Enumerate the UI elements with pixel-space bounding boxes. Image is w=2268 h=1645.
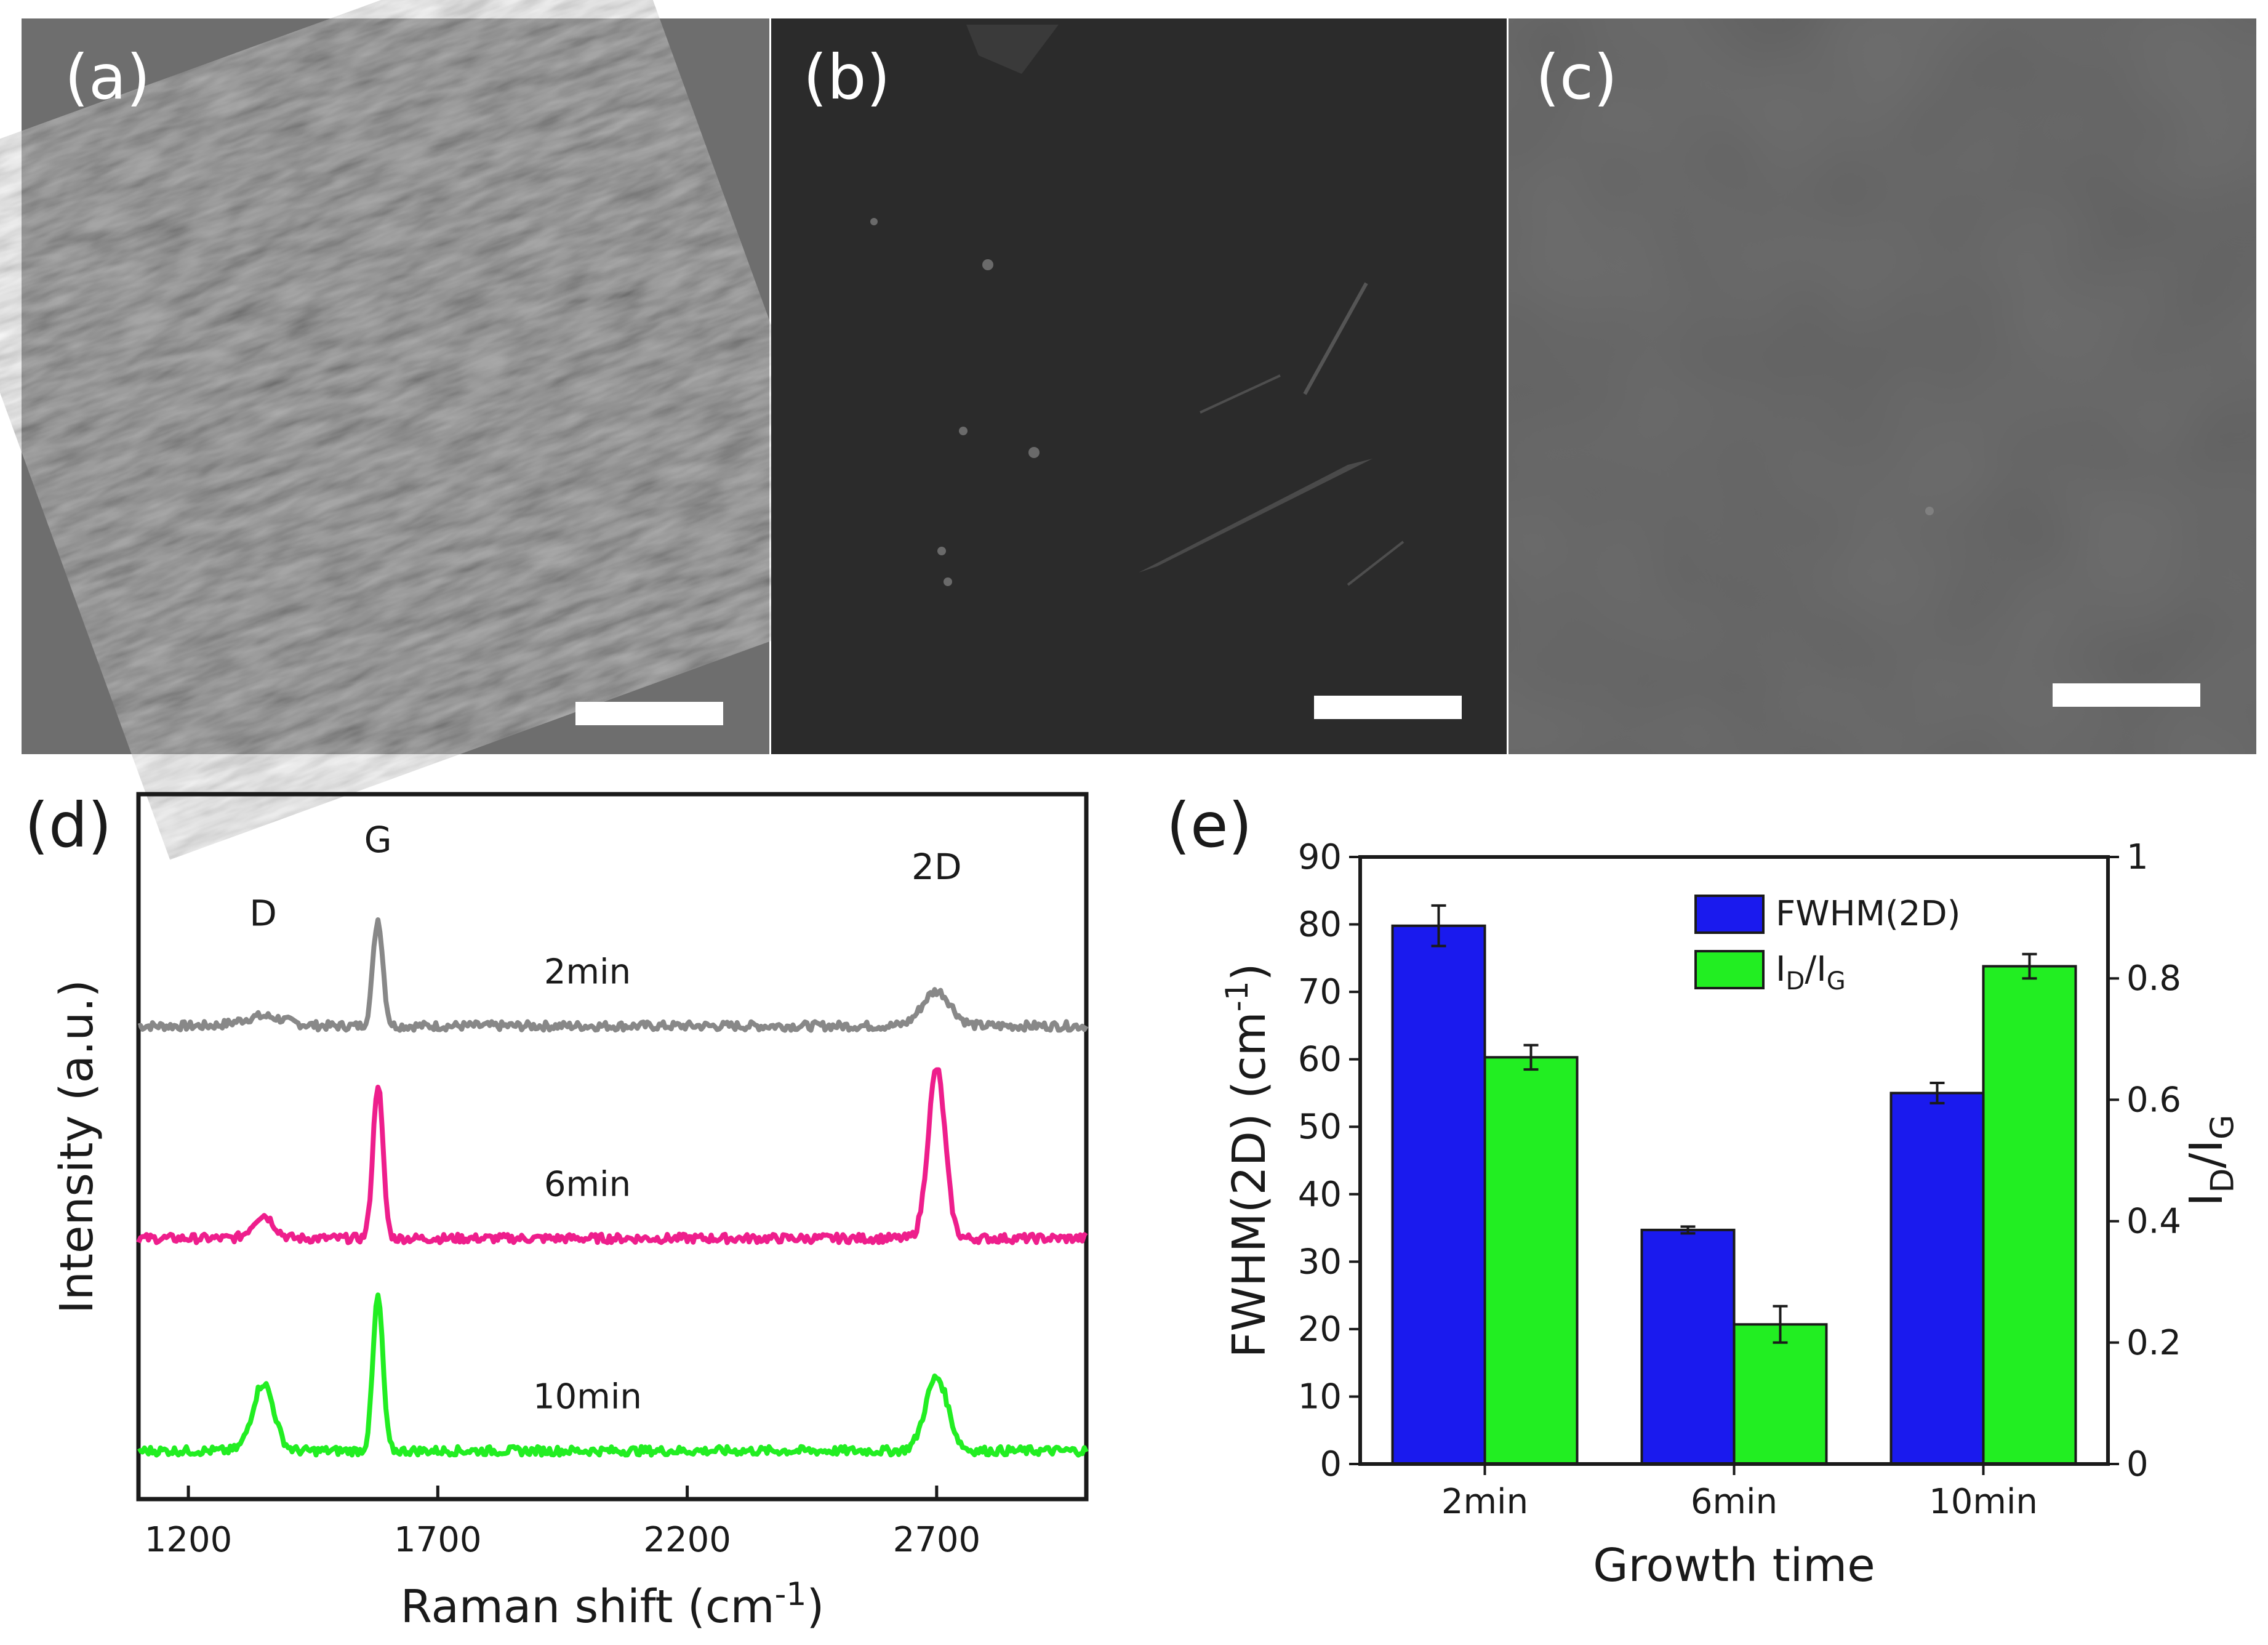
y-right-axis-title: ID/IG bbox=[2180, 1115, 2242, 1207]
bar-FWHM(2D)-2min bbox=[1391, 924, 1486, 1466]
x-axis-title: Growth time bbox=[1593, 1539, 1875, 1592]
y-right-tick-label: 0 bbox=[2126, 1444, 2149, 1484]
panel-label-b: (b) bbox=[803, 41, 891, 113]
sem-panel-b: (b) bbox=[771, 18, 1507, 754]
x-tick-label: 2min bbox=[1441, 1482, 1528, 1522]
legend-label-ID/IG: ID/IG bbox=[1776, 949, 1846, 995]
y-left-tick-label: 60 bbox=[1298, 1040, 1342, 1080]
y-right-tick-label: 0.4 bbox=[2126, 1202, 2181, 1242]
scale-bar-b bbox=[1314, 696, 1462, 719]
sem-panel-c: (c) bbox=[1509, 18, 2256, 754]
y-left-tick-label: 50 bbox=[1298, 1107, 1342, 1147]
panel-label-e: (e) bbox=[1166, 789, 1252, 861]
spectrum-label: 10min bbox=[533, 1377, 642, 1417]
x-tick-label: 2200 bbox=[643, 1520, 731, 1560]
scale-bar-a bbox=[575, 702, 723, 725]
peak-label: G bbox=[364, 819, 392, 861]
panel-label-c: (c) bbox=[1536, 41, 1617, 113]
y-left-tick-label: 0 bbox=[1320, 1444, 1342, 1484]
wrinkle-mark bbox=[1139, 459, 1372, 573]
x-tick-label: 1200 bbox=[145, 1520, 233, 1560]
x-tick-label: 10min bbox=[1929, 1482, 2038, 1522]
y-left-tick-label: 10 bbox=[1298, 1377, 1342, 1417]
bar-FWHM(2D)-6min bbox=[1640, 1228, 1736, 1465]
fwhm-idig-bar-chart: 0 10 20 30 40 50 60 70 80 90 0 0.2 0.4 0.6 0.8 1 2min 6mi… bbox=[1219, 837, 2242, 1592]
particle bbox=[937, 547, 946, 555]
y-left-tick-label: 20 bbox=[1298, 1309, 1342, 1349]
particle bbox=[944, 577, 952, 586]
sem-panel-a: (a) bbox=[0, 0, 873, 860]
particle bbox=[870, 218, 878, 225]
panel-label-a: (a) bbox=[65, 41, 150, 113]
peak-label: D bbox=[249, 892, 277, 934]
spectrum-label: 6min bbox=[544, 1164, 631, 1204]
legend-label-FWHM(2D): FWHM(2D) bbox=[1776, 894, 1960, 934]
raman-spectra-chart: 1200 1700 2200 2700 Raman shift (cm-1) Intens… bbox=[50, 792, 1089, 1633]
wrinkle-mark bbox=[1347, 541, 1404, 586]
y-right-tick-label: 0.2 bbox=[2126, 1323, 2181, 1363]
bar-ID/IG-10min bbox=[1982, 965, 2077, 1465]
y-left-axis-title: FWHM(2D) (cm-1) bbox=[1219, 963, 1276, 1358]
y-right-tick-label: 0.6 bbox=[2126, 1080, 2181, 1120]
y-right-tick-label: 1 bbox=[2126, 837, 2149, 877]
y-left-tick-label: 80 bbox=[1298, 905, 1342, 945]
legend-swatch-ID/IG bbox=[1694, 950, 1765, 989]
particle bbox=[1925, 507, 1934, 515]
y-left-tick-label: 90 bbox=[1298, 837, 1342, 877]
y-left-tick-label: 30 bbox=[1298, 1242, 1342, 1282]
bar-ID/IG-2min bbox=[1483, 1056, 1579, 1465]
bar-FWHM(2D)-10min bbox=[1889, 1092, 1985, 1465]
y-axis-title: Intensity (a.u.) bbox=[50, 979, 103, 1314]
spectrum-line-2min bbox=[137, 917, 1089, 1033]
x-tick-label: 1700 bbox=[394, 1520, 482, 1560]
spectrum-line-10min bbox=[137, 1292, 1089, 1458]
particle bbox=[959, 427, 968, 435]
x-axis-title: Raman shift (cm-1) bbox=[401, 1576, 825, 1633]
peak-label: 2D bbox=[912, 846, 962, 888]
legend-swatch-FWHM(2D) bbox=[1694, 895, 1765, 934]
wrinkle-mark bbox=[1303, 282, 1368, 395]
particle bbox=[982, 259, 993, 270]
bar-ID/IG-6min bbox=[1733, 1323, 1828, 1465]
particle bbox=[1028, 447, 1040, 458]
wrinkle-mark bbox=[966, 25, 1059, 74]
y-right-tick-label: 0.8 bbox=[2126, 959, 2181, 999]
y-left-tick-label: 40 bbox=[1298, 1175, 1342, 1215]
wrinkle-mark bbox=[1200, 374, 1281, 414]
x-tick-label: 6min bbox=[1691, 1482, 1777, 1522]
y-left-tick-label: 70 bbox=[1298, 972, 1342, 1012]
scale-bar-c bbox=[2053, 683, 2200, 707]
plot-frame bbox=[136, 792, 1089, 1502]
x-tick-label: 2700 bbox=[893, 1520, 981, 1560]
spectrum-line-6min bbox=[136, 1067, 1088, 1245]
spectrum-label: 2min bbox=[544, 952, 631, 992]
panel-label-d: (d) bbox=[25, 789, 112, 861]
